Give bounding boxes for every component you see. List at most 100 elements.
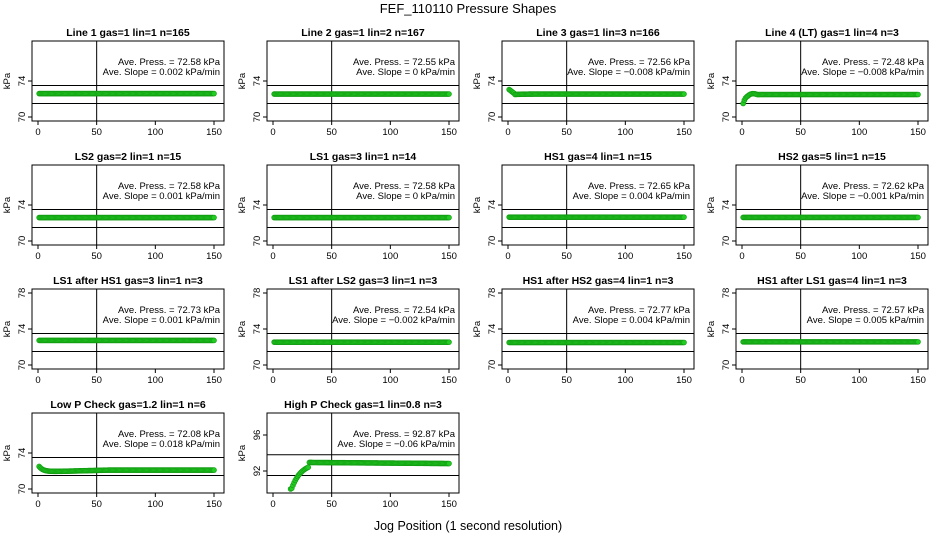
x-tick-label: 150: [441, 127, 457, 138]
y-axis-label: kPa: [2, 72, 13, 89]
ave-press-text: Ave. Press. = 72.65 kPa: [588, 181, 691, 192]
panel-title: HS2 gas=5 lin=1 n=15: [778, 151, 886, 163]
y-tick-label: 70: [721, 360, 732, 371]
y-tick-label: 74: [17, 200, 28, 211]
y-tick-label: 70: [487, 112, 498, 123]
plot-frame: [735, 288, 929, 370]
data-point: [446, 339, 452, 345]
plot-frame: [735, 40, 929, 122]
y-axis-label: kPa: [237, 320, 248, 337]
y-axis-label: kPa: [2, 320, 13, 337]
x-tick-label: 150: [910, 127, 926, 138]
ave-press-text: Ave. Press. = 72.77 kPa: [588, 305, 691, 316]
x-tick-label: 150: [676, 251, 692, 262]
x-tick-label: 150: [441, 375, 457, 386]
data-point: [446, 460, 452, 467]
ave-slope-text: Ave. Slope = 0 kPa/min: [356, 191, 455, 202]
y-axis-label: kPa: [237, 444, 248, 461]
panel-9: LS1 after HS1 gas=3 lin=1 n=3 0 50 100 150 70…: [2, 275, 225, 386]
y-tick-label: 70: [17, 112, 28, 123]
panel-title: LS1 gas=3 lin=1 n=14: [310, 151, 417, 163]
x-tick-label: 0: [739, 375, 744, 386]
plot-frame: [501, 164, 695, 246]
ave-press-text: Ave. Press. = 72.57 kPa: [822, 305, 925, 316]
y-tick-label: 74: [721, 200, 732, 211]
x-tick-label: 150: [206, 251, 222, 262]
x-tick-label: 0: [270, 375, 275, 386]
y-tick-label: 70: [17, 360, 28, 371]
y-tick-label: 74: [487, 200, 498, 211]
y-axis-label: kPa: [2, 444, 13, 461]
ave-slope-text: Ave. Slope = 0.004 kPa/min: [573, 191, 690, 202]
data-point: [211, 467, 217, 473]
data-point: [915, 214, 921, 221]
y-tick-label: 70: [487, 236, 498, 247]
plot-frame: [266, 40, 460, 122]
panel-4: Line 4 (LT) gas=1 lin=4 n=3 0 50 100 150 70 74…: [706, 27, 929, 138]
plot-frame: [501, 288, 695, 370]
x-tick-label: 100: [147, 251, 163, 262]
y-tick-label: 74: [17, 76, 28, 87]
y-tick-label: 74: [17, 448, 28, 459]
y-tick-label: 74: [252, 76, 263, 87]
x-tick-label: 150: [910, 375, 926, 386]
ave-press-text: Ave. Press. = 72.55 kPa: [353, 57, 456, 68]
data-point: [446, 91, 452, 97]
x-tick-label: 0: [35, 499, 40, 510]
ave-press-text: Ave. Press. = 72.56 kPa: [588, 57, 691, 68]
data-point: [305, 464, 312, 471]
ave-slope-text: Ave. Slope = 0.001 kPa/min: [103, 315, 220, 326]
y-tick-label: 78: [252, 288, 263, 299]
x-tick-label: 100: [851, 127, 867, 138]
y-tick-label: 74: [721, 76, 732, 87]
ave-slope-text: Ave. Slope = 0.005 kPa/min: [807, 315, 924, 326]
plot-frame: [31, 288, 225, 370]
panel-title: Line 2 gas=1 lin=2 n=167: [301, 27, 425, 39]
y-axis-label: kPa: [237, 196, 248, 213]
x-tick-label: 100: [851, 251, 867, 262]
y-tick-label: 92: [252, 466, 263, 477]
x-tick-label: 0: [270, 127, 275, 138]
x-tick-label: 50: [91, 375, 102, 386]
y-tick-label: 70: [17, 484, 28, 495]
y-tick-label: 70: [252, 112, 263, 123]
ave-press-text: Ave. Press. = 72.08 kPa: [118, 429, 221, 440]
x-tick-label: 150: [206, 499, 222, 510]
x-tick-label: 0: [35, 251, 40, 262]
panel-title: Line 1 gas=1 lin=1 n=165: [66, 27, 190, 39]
x-tick-label: 0: [739, 127, 744, 138]
ave-press-text: Ave. Press. = 72.58 kPa: [353, 181, 456, 192]
x-tick-label: 50: [795, 127, 806, 138]
x-tick-label: 50: [795, 251, 806, 262]
panel-7: HS1 gas=4 lin=1 n=15 0 50 100 150 70 74 kPa Ave.…: [472, 151, 695, 262]
ave-slope-text: Ave. Slope = −0.008 kPa/min: [801, 67, 924, 78]
x-tick-label: 100: [617, 127, 633, 138]
x-tick-label: 50: [561, 375, 572, 386]
x-tick-label: 150: [676, 127, 692, 138]
y-tick-label: 74: [252, 200, 263, 211]
data-point: [446, 214, 452, 221]
panel-12: HS1 after LS1 gas=4 lin=1 n=3 0 50 100 150 70…: [706, 275, 929, 386]
y-axis-label: kPa: [706, 72, 717, 89]
y-tick-label: 74: [487, 324, 498, 335]
x-tick-label: 100: [382, 499, 398, 510]
y-axis-label: kPa: [2, 196, 13, 213]
panel-title: HS1 after LS1 gas=4 lin=1 n=3: [757, 275, 907, 287]
ave-slope-text: Ave. Slope = −0.002 kPa/min: [332, 315, 455, 326]
panel-title: HS1 gas=4 lin=1 n=15: [544, 151, 652, 163]
ave-press-text: Ave. Press. = 72.54 kPa: [353, 305, 456, 316]
y-tick-label: 78: [721, 288, 732, 299]
panel-1: Line 1 gas=1 lin=1 n=165 0 50 100 150 70 74 kPa…: [2, 27, 225, 138]
x-tick-label: 0: [505, 127, 510, 138]
panel-3: Line 3 gas=1 lin=3 n=166 0 50 100 150 70 74 kPa…: [472, 27, 695, 138]
x-tick-label: 100: [851, 375, 867, 386]
x-tick-label: 0: [35, 375, 40, 386]
panel-13: Low P Check gas=1.2 lin=1 n=6 0 50 100 150 70…: [2, 399, 225, 510]
x-tick-label: 50: [795, 375, 806, 386]
x-tick-label: 150: [441, 499, 457, 510]
data-point: [681, 339, 687, 346]
x-tick-label: 100: [617, 375, 633, 386]
x-tick-label: 50: [91, 251, 102, 262]
y-axis-label: kPa: [472, 320, 483, 337]
panel-11: HS1 after HS2 gas=4 lin=1 n=3 0 50 100 150 70…: [472, 275, 695, 386]
